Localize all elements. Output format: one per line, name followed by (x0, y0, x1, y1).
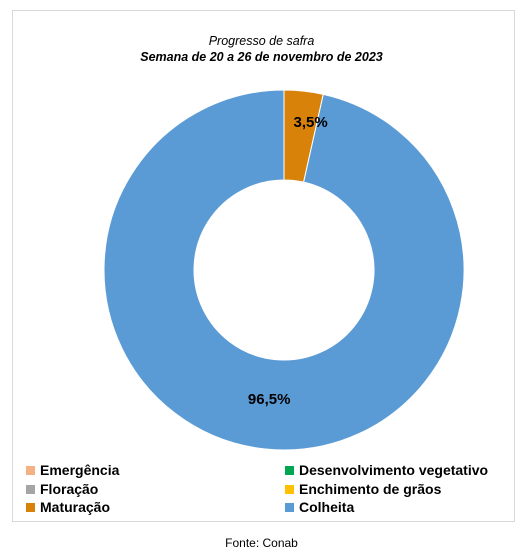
legend-label: Colheita (299, 499, 355, 515)
legend-item-desenvolvimento-vegetativo: Desenvolvimento vegetativo (285, 462, 488, 478)
legend-label: Maturação (40, 499, 111, 515)
legend-item-colheita: Colheita (285, 499, 354, 515)
legend-label: Emergência (40, 462, 120, 478)
legend-item-emergencia: Emergência (26, 462, 119, 478)
legend-swatch (26, 484, 35, 494)
legend-item-maturacao: Maturação (26, 499, 110, 515)
legend-item-floracao: Floração (26, 481, 98, 497)
legend-item-enchimento-de-graos: Enchimento de grãos (285, 481, 441, 497)
legend-label: Desenvolvimento vegetativo (299, 462, 489, 478)
legend-swatch (285, 465, 294, 475)
donut-slice-colheita (103, 89, 465, 451)
chart-title: Progresso de safra (208, 34, 315, 48)
legend-swatch (285, 484, 294, 494)
source-note: Fonte: Conab (225, 536, 298, 550)
data-label: 96,5% (248, 391, 291, 408)
legend-label: Enchimento de grãos (299, 481, 442, 497)
chart-frame (12, 10, 515, 522)
legend-swatch (26, 502, 35, 512)
legend-swatch (26, 465, 35, 475)
data-label: 3,5% (294, 114, 328, 131)
chart-subtitle: Semana de 20 a 26 de novembro de 2023 (140, 50, 383, 64)
legend-label: Floração (40, 481, 99, 497)
legend-swatch (285, 502, 294, 512)
